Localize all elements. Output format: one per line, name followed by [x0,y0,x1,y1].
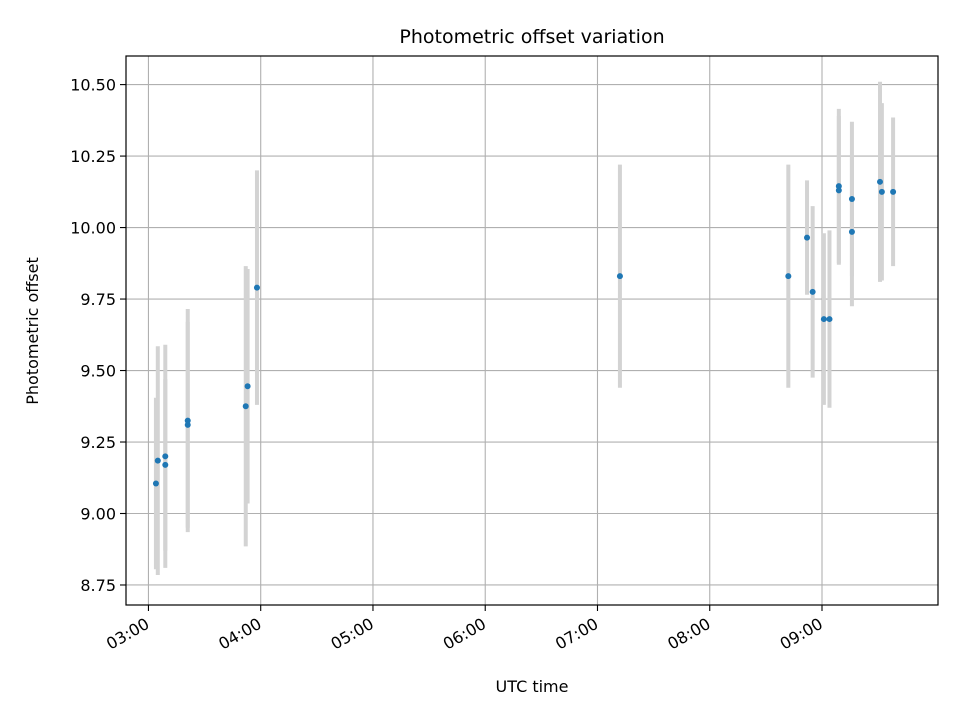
plot-area-frame [125,55,939,606]
y-tick-label: 9.25 [80,433,116,452]
y-tick-label: 10.50 [70,76,116,95]
data-point [826,316,833,323]
y-tick-label: 9.00 [80,505,116,524]
data-point [184,417,191,424]
data-point [835,183,842,190]
y-tick-label: 9.50 [80,362,116,381]
data-point [242,403,249,410]
data-point [253,284,260,291]
data-point [848,228,855,235]
y-tick-label: 8.75 [80,576,116,595]
chart-title: Photometric offset variation [399,26,664,48]
y-tick-label: 9.75 [80,290,116,309]
data-point [835,187,842,194]
y-axis: 8.75 9.00 9.25 9.50 9.75 10.00 10.25 10.50 [70,76,126,595]
data-point [184,421,191,428]
data-point [878,188,885,195]
data-point [616,273,623,280]
y-tick-label: 10.00 [70,219,116,238]
data-point [804,234,811,241]
y-tick-label: 10.25 [70,147,116,166]
data-point [820,316,827,323]
grid [126,56,938,605]
data-points [152,178,897,487]
y-axis-title: Photometric offset [23,257,42,405]
data-point [162,453,169,460]
data-point [877,178,883,185]
data-point [154,457,161,464]
data-point [809,288,816,295]
data-point [152,480,159,487]
x-axis-title: UTC time [496,677,569,696]
data-point [785,273,792,280]
data-point [244,383,251,390]
data-point [162,461,169,468]
data-point [848,195,855,202]
data-point [890,188,897,195]
